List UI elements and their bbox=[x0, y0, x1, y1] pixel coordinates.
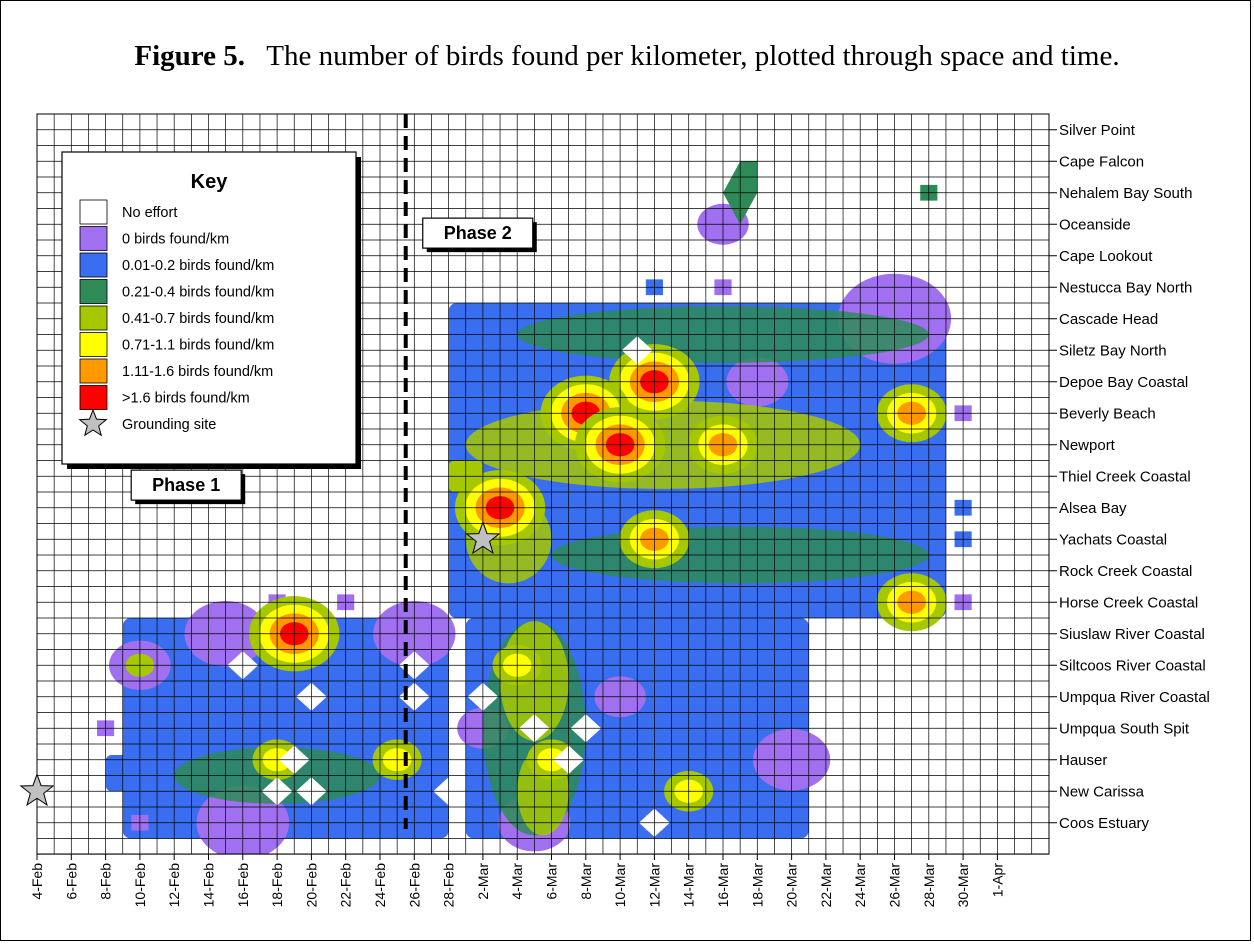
y-tick-label: Nestucca Bay North bbox=[1059, 279, 1192, 296]
x-tick-label: 24-Feb bbox=[372, 863, 388, 908]
figure-label: Figure 5. bbox=[134, 40, 246, 72]
axis-layer: 4-Feb 6-Feb 8-Feb 10-Feb 12-Feb 14-Feb 16-Feb 1… bbox=[29, 122, 1210, 908]
legend-label: 0.21-0.4 birds found/km bbox=[122, 285, 274, 301]
plot-border bbox=[36, 113, 1050, 855]
figure-caption: The number of birds found per kilometer,… bbox=[266, 40, 1120, 72]
legend: Key No effort 0 birds found/km 0.01-0.2 bir… bbox=[61, 151, 361, 469]
x-tick-label: 12-Mar bbox=[646, 863, 662, 908]
x-tick-label: 28-Mar bbox=[921, 863, 937, 908]
x-tick-label: 6-Mar bbox=[544, 863, 560, 900]
x-tick-label: 20-Mar bbox=[784, 863, 800, 908]
y-tick-label: Siletz Bay North bbox=[1059, 342, 1167, 359]
y-tick-label: Alsea Bay bbox=[1059, 500, 1127, 517]
y-tick-label: Cape Lookout bbox=[1059, 248, 1153, 265]
y-tick-label: Coos Estuary bbox=[1059, 815, 1150, 832]
y-tick-label: Siltcoos River Coastal bbox=[1059, 657, 1206, 674]
y-tick-label: New Carissa bbox=[1059, 783, 1145, 800]
star-icon bbox=[465, 520, 501, 555]
legend-label: >1.6 birds found/km bbox=[122, 391, 250, 407]
legend-swatch bbox=[79, 199, 108, 225]
y-tick-label: Umpqua South Spit bbox=[1059, 720, 1190, 737]
legend-label: No effort bbox=[122, 205, 177, 221]
star-icon bbox=[78, 408, 108, 437]
y-tick-label: Silver Point bbox=[1059, 122, 1136, 139]
legend-box bbox=[61, 151, 357, 465]
x-tick-label: 4-Feb bbox=[29, 863, 45, 900]
legend-swatch bbox=[79, 358, 108, 384]
legend-swatch bbox=[79, 252, 108, 278]
x-tick-label: 18-Mar bbox=[749, 863, 765, 908]
annotation-layer: Phase 1 Phase 2 bbox=[19, 114, 537, 829]
y-tick-label: Nehalem Bay South bbox=[1059, 185, 1192, 202]
x-tick-label: 14-Mar bbox=[681, 863, 697, 908]
x-tick-label: 26-Feb bbox=[406, 863, 422, 908]
legend-swatch bbox=[79, 385, 108, 410]
legend-label: 0.01-0.2 birds found/km bbox=[122, 258, 274, 274]
star-icon bbox=[19, 772, 55, 807]
phase-label-box bbox=[130, 469, 242, 501]
legend-label: 0 birds found/km bbox=[122, 232, 229, 248]
x-tick-label: 16-Mar bbox=[715, 863, 731, 908]
x-tick-label: 10-Mar bbox=[612, 863, 628, 908]
x-tick-label: 30-Mar bbox=[955, 863, 971, 908]
x-tick-label: 18-Feb bbox=[269, 863, 285, 908]
y-tick-label: Rock Creek Coastal bbox=[1059, 563, 1192, 580]
legend-swatch bbox=[79, 305, 108, 331]
grid-layer bbox=[36, 113, 1050, 855]
y-tick-label: Siuslaw River Coastal bbox=[1059, 626, 1205, 643]
x-tick-label: 20-Feb bbox=[303, 863, 319, 908]
phase-label: Phase 1 bbox=[152, 475, 220, 495]
x-tick-label: 26-Mar bbox=[887, 863, 903, 908]
x-tick-label: 10-Feb bbox=[132, 863, 148, 908]
phase-label: Phase 2 bbox=[444, 223, 512, 243]
y-tick-label: Depoe Bay Coastal bbox=[1059, 374, 1188, 391]
x-tick-label: 12-Feb bbox=[166, 863, 182, 908]
y-tick-label: Oceanside bbox=[1059, 216, 1131, 233]
x-tick-label: 6-Feb bbox=[63, 863, 79, 900]
x-tick-label: 28-Feb bbox=[441, 863, 457, 908]
legend-label: 0.41-0.7 birds found/km bbox=[122, 311, 274, 327]
x-tick-label: 14-Feb bbox=[201, 863, 217, 908]
y-tick-label: Cascade Head bbox=[1059, 311, 1158, 328]
legend-swatch bbox=[79, 226, 108, 251]
legend-title: Key bbox=[191, 171, 229, 193]
y-tick-label: Umpqua River Coastal bbox=[1059, 689, 1210, 706]
y-tick-label: Thiel Creek Coastal bbox=[1059, 468, 1191, 485]
x-tick-label: 4-Mar bbox=[509, 863, 525, 900]
x-tick-label: 16-Feb bbox=[235, 863, 251, 908]
x-tick-label: 22-Feb bbox=[338, 863, 354, 908]
x-tick-label: 8-Feb bbox=[98, 863, 114, 900]
figure-title: Figure 5. The number of birds found per … bbox=[0, 40, 1254, 73]
x-tick-label: 1-Apr bbox=[989, 863, 1005, 898]
x-tick-label: 24-Mar bbox=[852, 863, 868, 908]
legend-label: Grounding site bbox=[122, 417, 216, 433]
phase-label-box bbox=[422, 217, 534, 249]
x-tick-label: 2-Mar bbox=[475, 863, 491, 900]
y-tick-label: Hauser bbox=[1059, 752, 1107, 769]
x-tick-label: 22-Mar bbox=[818, 863, 834, 908]
y-tick-label: Beverly Beach bbox=[1059, 405, 1156, 422]
x-tick-label: 8-Mar bbox=[578, 863, 594, 900]
y-tick-label: Cape Falcon bbox=[1059, 153, 1144, 170]
y-tick-label: Newport bbox=[1059, 437, 1116, 454]
y-tick-label: Horse Creek Coastal bbox=[1059, 594, 1198, 611]
legend-swatch bbox=[79, 279, 108, 304]
y-tick-label: Yachats Coastal bbox=[1059, 531, 1167, 548]
legend-label: 1.11-1.6 birds found/km bbox=[122, 364, 273, 380]
legend-label: 0.71-1.1 birds found/km bbox=[122, 338, 274, 354]
legend-swatch bbox=[79, 332, 108, 357]
